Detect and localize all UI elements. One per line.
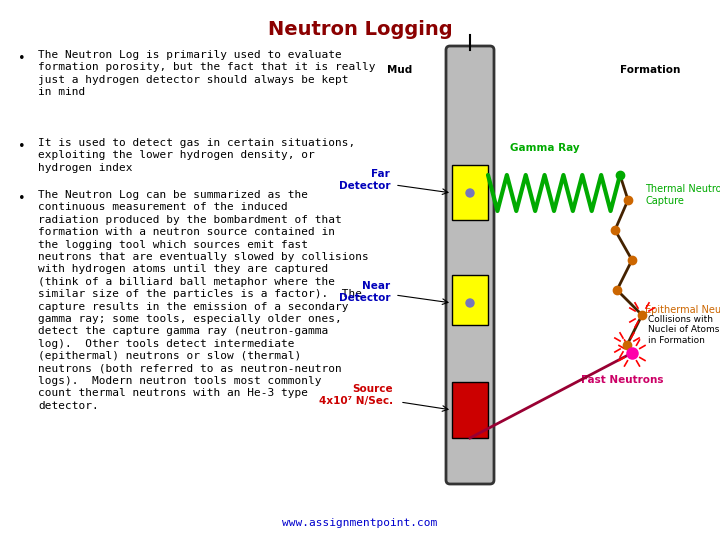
- FancyBboxPatch shape: [452, 382, 488, 438]
- Text: The Neutron Log is primarily used to evaluate
formation porosity, but the fact t: The Neutron Log is primarily used to eva…: [38, 50, 376, 97]
- FancyBboxPatch shape: [452, 275, 488, 325]
- Text: Fast Neutrons: Fast Neutrons: [581, 375, 663, 385]
- Text: The Neutron Log can be summarized as the
continuous measurement of the induced
r: The Neutron Log can be summarized as the…: [38, 190, 369, 411]
- Text: It is used to detect gas in certain situations,
exploiting the lower hydrogen de: It is used to detect gas in certain situ…: [38, 138, 355, 173]
- FancyBboxPatch shape: [446, 46, 494, 484]
- Text: •: •: [18, 52, 25, 65]
- Text: Mud: Mud: [387, 65, 413, 75]
- Text: www.assignmentpoint.com: www.assignmentpoint.com: [282, 518, 438, 528]
- Text: •: •: [18, 192, 25, 205]
- Text: Gamma Ray: Gamma Ray: [510, 143, 580, 153]
- Text: Collisions with
Nuclei of Atoms
in Formation: Collisions with Nuclei of Atoms in Forma…: [648, 315, 719, 345]
- Text: Epithermal Neutron: Epithermal Neutron: [645, 305, 720, 315]
- Text: Thermal Neutron
Capture: Thermal Neutron Capture: [645, 184, 720, 206]
- Text: Near
Detector: Near Detector: [338, 281, 390, 303]
- Text: Source
4x10⁷ N/Sec.: Source 4x10⁷ N/Sec.: [319, 384, 393, 406]
- Circle shape: [466, 299, 474, 307]
- Text: Neutron Logging: Neutron Logging: [268, 20, 452, 39]
- Text: •: •: [18, 140, 25, 153]
- Text: Far
Detector: Far Detector: [338, 169, 390, 191]
- Circle shape: [466, 189, 474, 197]
- FancyBboxPatch shape: [452, 165, 488, 220]
- Text: Formation: Formation: [620, 65, 680, 75]
